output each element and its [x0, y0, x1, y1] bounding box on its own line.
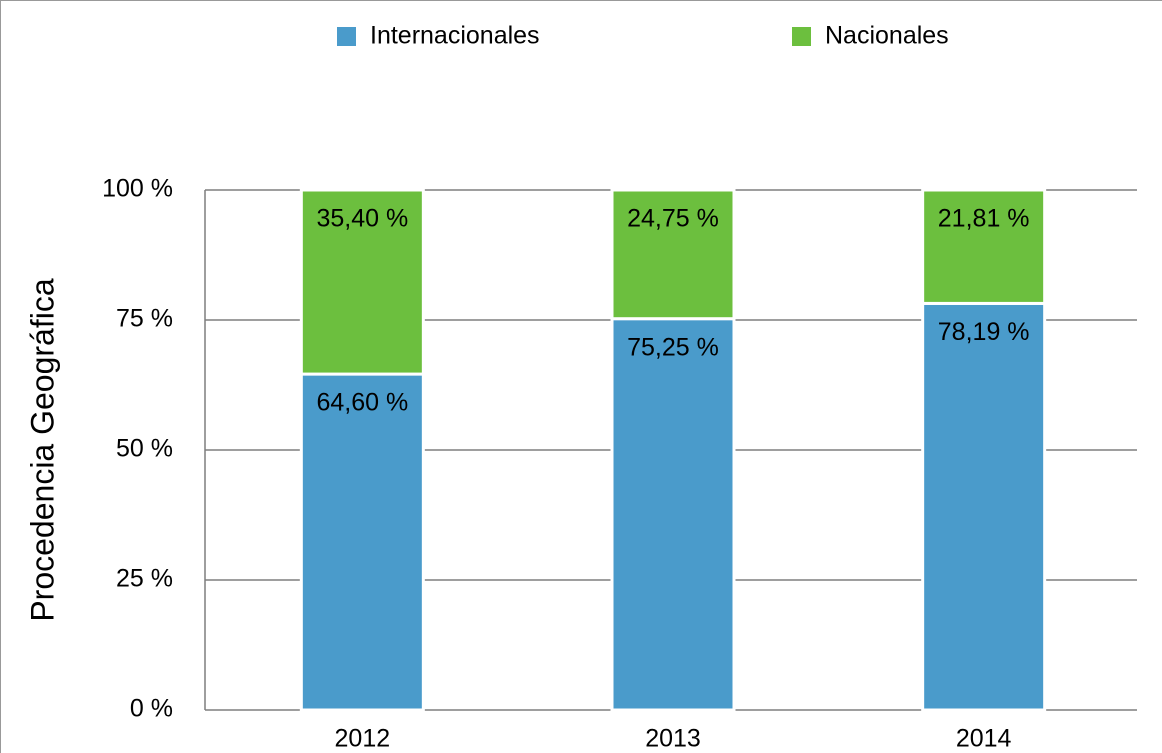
legend-label: Nacionales [825, 22, 949, 50]
legend-swatch [337, 27, 356, 46]
data-label: 75,25 % [627, 333, 719, 361]
y-tick-label: 50 % [116, 435, 173, 463]
x-tick-label: 2013 [645, 725, 701, 753]
bar-segment [610, 188, 736, 321]
data-label: 35,40 % [316, 205, 408, 233]
y-axis-label: Procedencia Geográfica [24, 278, 60, 622]
legend-label: Internacionales [370, 22, 540, 50]
bar-segment [299, 372, 425, 712]
bar-segment [610, 317, 736, 712]
y-tick-label: 75 % [116, 305, 173, 333]
bar-segment [299, 188, 425, 376]
legend-swatch [792, 27, 811, 46]
data-label: 64,60 % [316, 389, 408, 417]
data-label: 24,75 % [627, 205, 719, 233]
y-tick-label: 25 % [116, 565, 173, 593]
y-tick-label: 100 % [102, 175, 173, 203]
x-tick-label: 2012 [335, 725, 391, 753]
y-tick-label: 0 % [130, 695, 173, 723]
data-label: 78,19 % [938, 318, 1030, 346]
data-label: 21,81 % [938, 205, 1030, 233]
bar-segment [921, 301, 1047, 712]
bar-segment [921, 188, 1047, 305]
x-tick-label: 2014 [956, 725, 1012, 753]
